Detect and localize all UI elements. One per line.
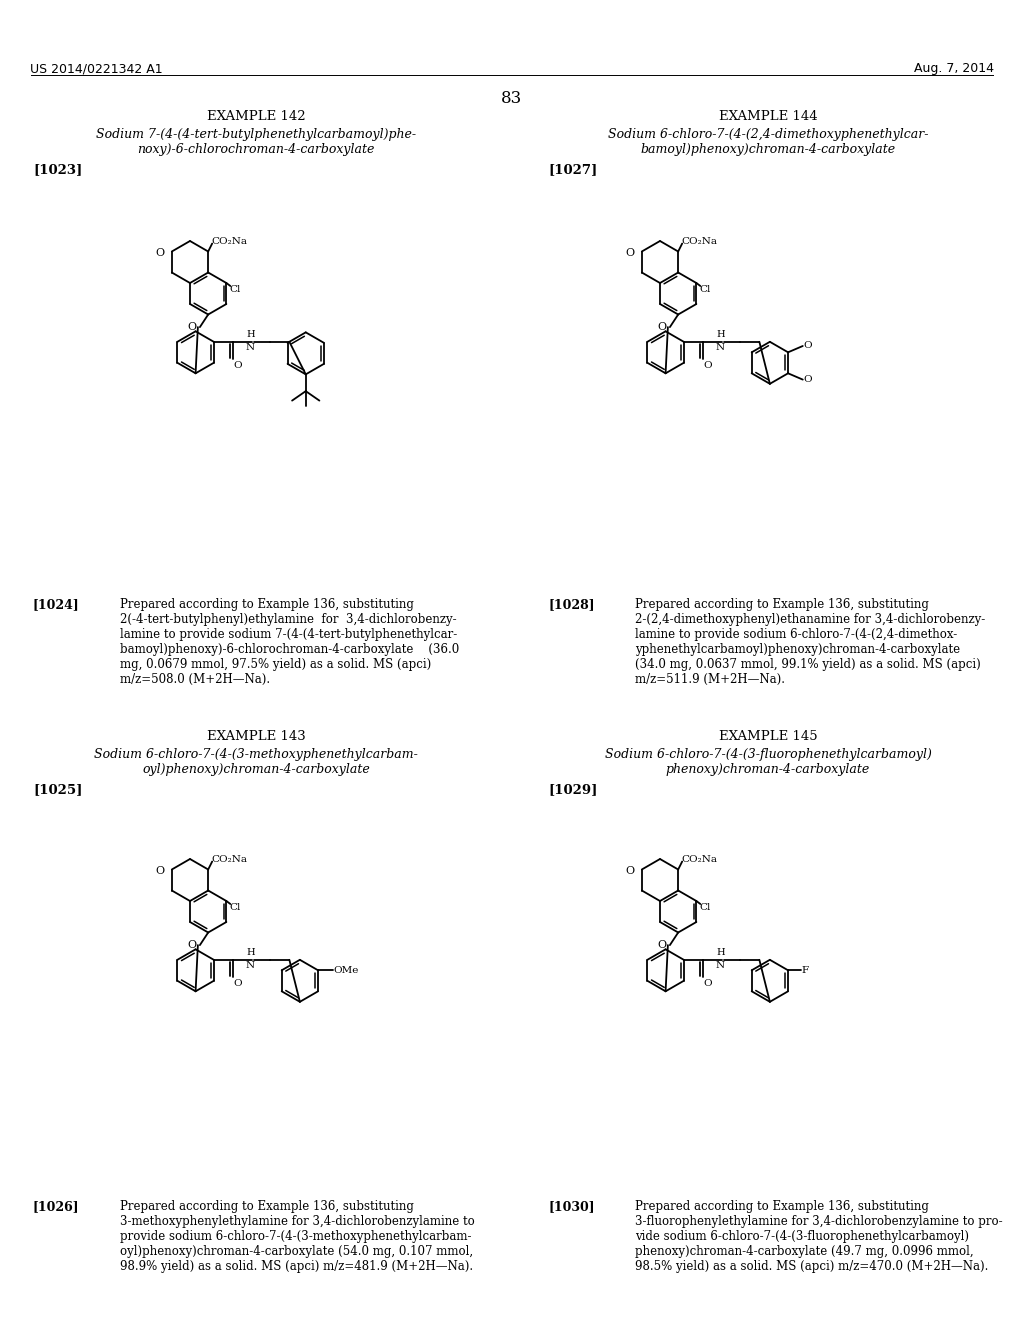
Text: O: O <box>626 866 635 876</box>
Text: O: O <box>233 978 243 987</box>
Text: CO₂Na: CO₂Na <box>681 855 717 865</box>
Text: O: O <box>626 248 635 259</box>
Text: Cl: Cl <box>229 903 241 912</box>
Text: Cl: Cl <box>699 285 711 294</box>
Text: O: O <box>703 978 713 987</box>
Text: O: O <box>233 360 243 370</box>
Text: Prepared according to Example 136, substituting
3-methoxyphenylethylamine for 3,: Prepared according to Example 136, subst… <box>120 1200 475 1272</box>
Text: Aug. 7, 2014: Aug. 7, 2014 <box>914 62 994 75</box>
Text: EXAMPLE 143: EXAMPLE 143 <box>207 730 305 743</box>
Text: N: N <box>716 961 725 970</box>
Text: Prepared according to Example 136, substituting
2-(2,4-dimethoxyphenyl)ethanamin: Prepared according to Example 136, subst… <box>635 598 985 686</box>
Text: CO₂Na: CO₂Na <box>211 238 247 247</box>
Text: O: O <box>657 322 667 333</box>
Text: O: O <box>156 248 165 259</box>
Text: [1023]: [1023] <box>33 162 82 176</box>
Text: oyl)phenoxy)chroman-4-carboxylate: oyl)phenoxy)chroman-4-carboxylate <box>142 763 370 776</box>
Text: OMe: OMe <box>334 966 359 974</box>
Text: N: N <box>246 961 255 970</box>
Text: O: O <box>187 322 197 333</box>
Text: CO₂Na: CO₂Na <box>681 238 717 247</box>
Text: H: H <box>716 330 725 339</box>
Text: O: O <box>804 342 812 351</box>
Text: O: O <box>156 866 165 876</box>
Text: phenoxy)chroman-4-carboxylate: phenoxy)chroman-4-carboxylate <box>666 763 870 776</box>
Text: Prepared according to Example 136, substituting
3-fluorophenylethylamine for 3,4: Prepared according to Example 136, subst… <box>635 1200 1002 1272</box>
Text: O: O <box>804 375 812 384</box>
Text: noxy)-6-chlorochroman-4-carboxylate: noxy)-6-chlorochroman-4-carboxylate <box>137 143 375 156</box>
Text: Sodium 6-chloro-7-(4-(3-fluorophenethylcarbamoyl): Sodium 6-chloro-7-(4-(3-fluorophenethylc… <box>604 748 932 762</box>
Text: Sodium 6-chloro-7-(4-(3-methoxyphenethylcarbam-: Sodium 6-chloro-7-(4-(3-methoxyphenethyl… <box>94 748 418 762</box>
Text: EXAMPLE 144: EXAMPLE 144 <box>719 110 817 123</box>
Text: CO₂Na: CO₂Na <box>211 855 247 865</box>
Text: EXAMPLE 142: EXAMPLE 142 <box>207 110 305 123</box>
Text: Sodium 6-chloro-7-(4-(2,4-dimethoxyphenethylcar-: Sodium 6-chloro-7-(4-(2,4-dimethoxyphene… <box>608 128 928 141</box>
Text: [1029]: [1029] <box>548 783 597 796</box>
Text: Prepared according to Example 136, substituting
2(-4-tert-butylphenyl)ethylamine: Prepared according to Example 136, subst… <box>120 598 459 686</box>
Text: [1030]: [1030] <box>548 1200 595 1213</box>
Text: US 2014/0221342 A1: US 2014/0221342 A1 <box>30 62 163 75</box>
Text: H: H <box>246 330 255 339</box>
Text: N: N <box>716 343 725 352</box>
Text: Cl: Cl <box>229 285 241 294</box>
Text: bamoyl)phenoxy)chroman-4-carboxylate: bamoyl)phenoxy)chroman-4-carboxylate <box>640 143 896 156</box>
Text: H: H <box>246 948 255 957</box>
Text: Sodium 7-(4-(4-tert-butylphenethylcarbamoyl)phe-: Sodium 7-(4-(4-tert-butylphenethylcarbam… <box>96 128 416 141</box>
Text: [1028]: [1028] <box>548 598 595 611</box>
Text: [1025]: [1025] <box>33 783 82 796</box>
Text: [1024]: [1024] <box>33 598 80 611</box>
Text: O: O <box>187 940 197 950</box>
Text: F: F <box>802 966 809 974</box>
Text: H: H <box>716 948 725 957</box>
Text: O: O <box>703 360 713 370</box>
Text: [1027]: [1027] <box>548 162 597 176</box>
Text: Cl: Cl <box>699 903 711 912</box>
Text: [1026]: [1026] <box>33 1200 80 1213</box>
Text: O: O <box>657 940 667 950</box>
Text: N: N <box>246 343 255 352</box>
Text: EXAMPLE 145: EXAMPLE 145 <box>719 730 817 743</box>
Text: 83: 83 <box>502 90 522 107</box>
